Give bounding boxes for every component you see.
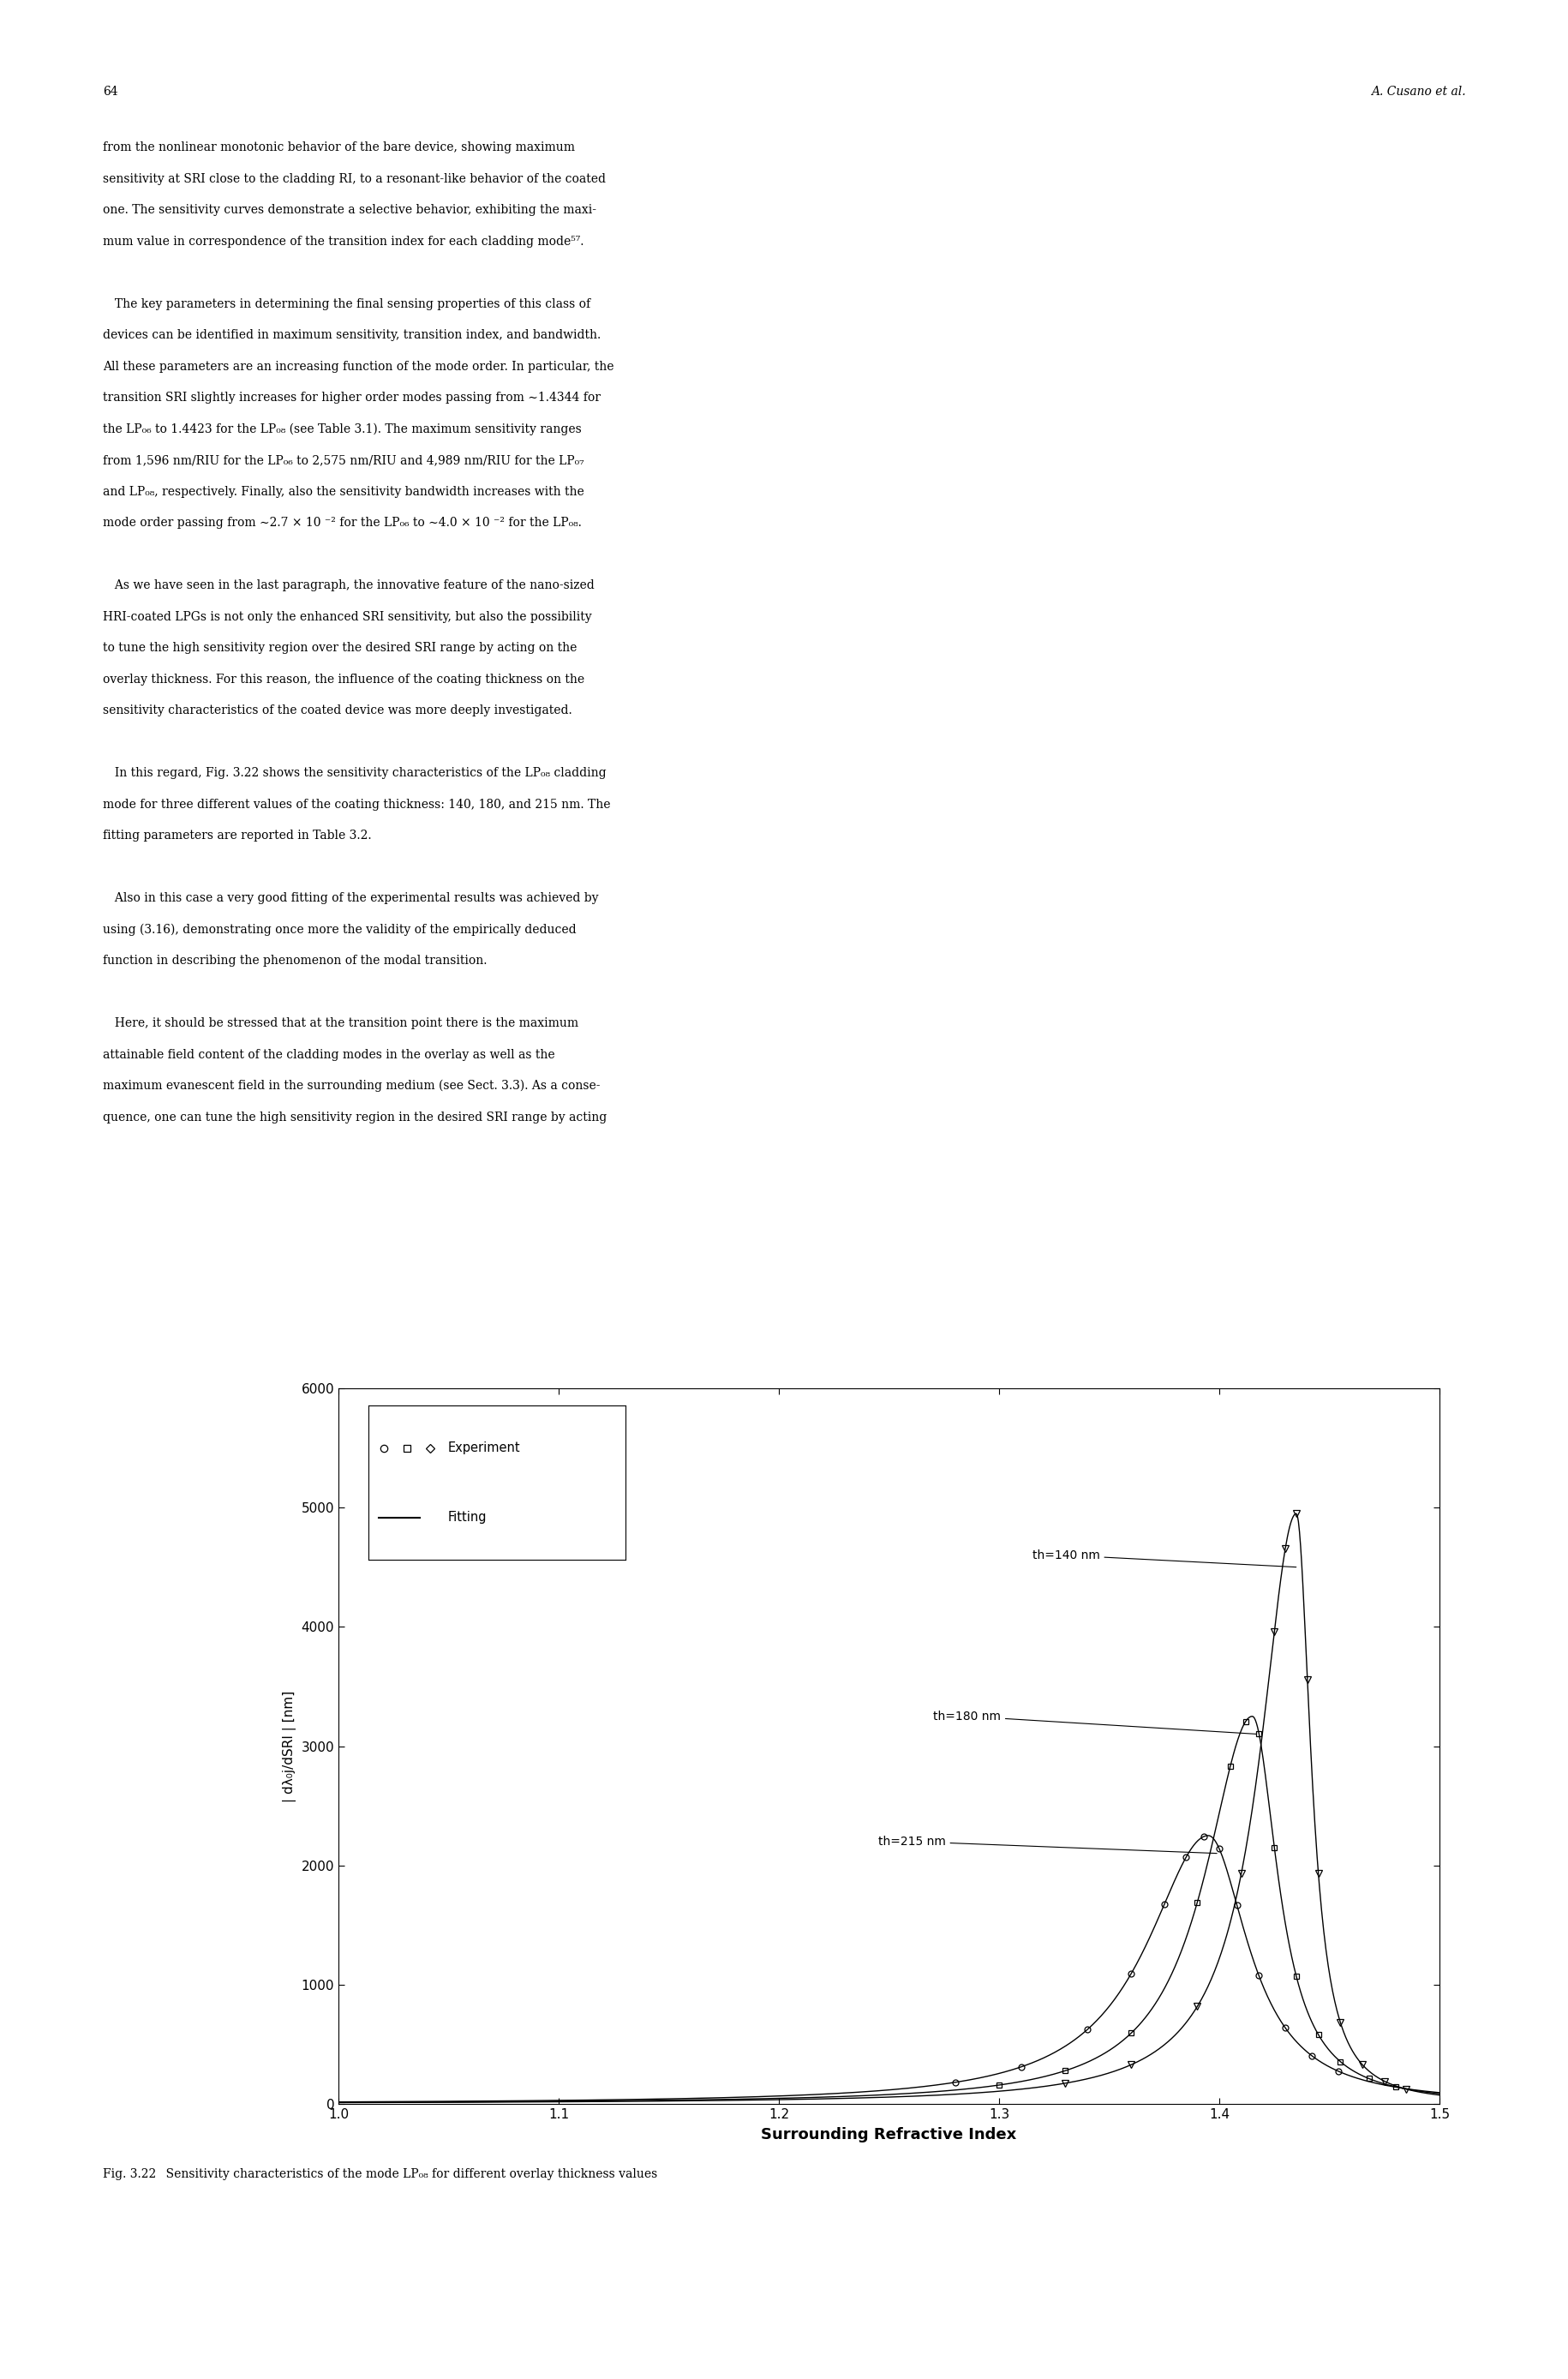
- Text: attainable field content of the cladding modes in the overlay as well as the: attainable field content of the cladding…: [103, 1049, 555, 1061]
- Text: Experiment: Experiment: [448, 1442, 521, 1454]
- Text: and LP₀₈, respectively. Finally, also the sensitivity bandwidth increases with t: and LP₀₈, respectively. Finally, also th…: [103, 485, 583, 497]
- Text: sensitivity characteristics of the coated device was more deeply investigated.: sensitivity characteristics of the coate…: [103, 704, 572, 716]
- Text: from the nonlinear monotonic behavior of the bare device, showing maximum: from the nonlinear monotonic behavior of…: [103, 140, 574, 152]
- Text: The key parameters in determining the final sensing properties of this class of: The key parameters in determining the fi…: [103, 297, 590, 309]
- Text: the LP₀₆ to 1.4423 for the LP₀₈ (see Table 3.1). The maximum sensitivity ranges: the LP₀₆ to 1.4423 for the LP₀₈ (see Tab…: [103, 423, 582, 435]
- Text: using (3.16), demonstrating once more the validity of the empirically deduced: using (3.16), demonstrating once more th…: [103, 923, 575, 935]
- Text: one. The sensitivity curves demonstrate a selective behavior, exhibiting the max: one. The sensitivity curves demonstrate …: [103, 205, 596, 216]
- Text: devices can be identified in maximum sensitivity, transition index, and bandwidt: devices can be identified in maximum sen…: [103, 328, 601, 340]
- Text: mode for three different values of the coating thickness: 140, 180, and 215 nm. : mode for three different values of the c…: [103, 799, 610, 811]
- Text: function in describing the phenomenon of the modal transition.: function in describing the phenomenon of…: [103, 954, 486, 966]
- Text: overlay thickness. For this reason, the influence of the coating thickness on th: overlay thickness. For this reason, the …: [103, 673, 585, 685]
- Text: to tune the high sensitivity region over the desired SRI range by acting on the: to tune the high sensitivity region over…: [103, 642, 577, 654]
- Text: HRI-coated LPGs is not only the enhanced SRI sensitivity, but also the possibili: HRI-coated LPGs is not only the enhanced…: [103, 611, 591, 623]
- Text: th=140 nm: th=140 nm: [1032, 1549, 1295, 1568]
- Text: Fig. 3.22  Sensitivity characteristics of the mode LP₀₈ for different overlay th: Fig. 3.22 Sensitivity characteristics of…: [103, 2167, 657, 2179]
- Text: from 1,596 nm/RIU for the LP₀₆ to 2,575 nm/RIU and 4,989 nm/RIU for the LP₀₇: from 1,596 nm/RIU for the LP₀₆ to 2,575 …: [103, 454, 583, 466]
- Text: fitting parameters are reported in Table 3.2.: fitting parameters are reported in Table…: [103, 830, 372, 842]
- Text: As we have seen in the last paragraph, the innovative feature of the nano-sized: As we have seen in the last paragraph, t…: [103, 580, 594, 592]
- Text: quence, one can tune the high sensitivity region in the desired SRI range by act: quence, one can tune the high sensitivit…: [103, 1111, 607, 1123]
- Text: transition SRI slightly increases for higher order modes passing from ∼1.4344 fo: transition SRI slightly increases for hi…: [103, 393, 601, 404]
- Text: th=180 nm: th=180 nm: [933, 1711, 1256, 1734]
- Text: 64: 64: [103, 86, 118, 98]
- Text: Fitting: Fitting: [448, 1511, 486, 1523]
- Y-axis label: | dλ₀j/dSRI | [nm]: | dλ₀j/dSRI | [nm]: [282, 1691, 296, 1801]
- Text: Here, it should be stressed that at the transition point there is the maximum: Here, it should be stressed that at the …: [103, 1018, 579, 1030]
- Text: mum value in correspondence of the transition index for each cladding mode⁵⁷.: mum value in correspondence of the trans…: [103, 236, 583, 247]
- Text: th=215 nm: th=215 nm: [878, 1837, 1217, 1853]
- Text: maximum evanescent field in the surrounding medium (see Sect. 3.3). As a conse-: maximum evanescent field in the surround…: [103, 1080, 601, 1092]
- Text: A. Cusano et al.: A. Cusano et al.: [1370, 86, 1465, 98]
- Text: mode order passing from ∼2.7 × 10 ⁻² for the LP₀₆ to ∼4.0 × 10 ⁻² for the LP₀₈.: mode order passing from ∼2.7 × 10 ⁻² for…: [103, 516, 582, 528]
- Text: All these parameters are an increasing function of the mode order. In particular: All these parameters are an increasing f…: [103, 359, 613, 374]
- Text: sensitivity at SRI close to the cladding RI, to a resonant-like behavior of the : sensitivity at SRI close to the cladding…: [103, 174, 605, 186]
- Text: Also in this case a very good fitting of the experimental results was achieved b: Also in this case a very good fitting of…: [103, 892, 597, 904]
- X-axis label: Surrounding Refractive Index: Surrounding Refractive Index: [760, 2127, 1016, 2143]
- Text: In this regard, Fig. 3.22 shows the sensitivity characteristics of the LP₀₈ clad: In this regard, Fig. 3.22 shows the sens…: [103, 766, 605, 778]
